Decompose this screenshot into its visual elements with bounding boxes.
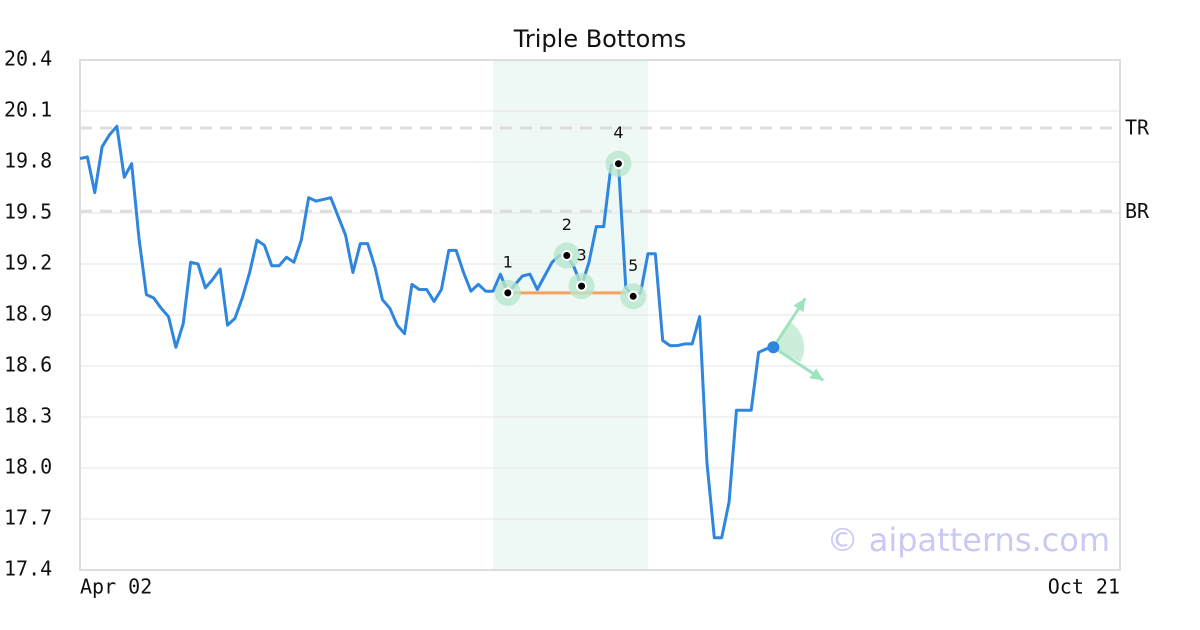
y-tick-label: 17.7	[4, 506, 52, 530]
point-label: 2	[562, 215, 572, 234]
y-tick-label: 18.6	[4, 353, 52, 377]
point-label: 5	[628, 256, 638, 275]
plot-frame	[79, 59, 1121, 571]
x-tick-label: Apr 02	[80, 575, 152, 599]
point-dot	[561, 250, 573, 261]
point-dot	[576, 280, 588, 292]
level-label: BR	[1125, 199, 1150, 223]
y-tick-label: 18.0	[4, 455, 52, 479]
arrow-head	[793, 298, 806, 313]
y-tick-label: 18.9	[4, 302, 52, 326]
y-tick-label: 20.4	[4, 47, 52, 71]
point-dot	[627, 290, 639, 302]
y-tick-label: 19.8	[4, 149, 52, 173]
y-tick-label: 19.5	[4, 200, 52, 224]
y-tick-label: 17.4	[4, 557, 52, 581]
point-dot	[502, 287, 514, 299]
x-tick-label: Oct 21	[1048, 575, 1120, 599]
price-line	[79, 124, 774, 540]
watermark: © aipatterns.com	[827, 521, 1110, 559]
y-tick-label: 18.3	[4, 404, 52, 428]
projection-fan	[773, 322, 805, 363]
arrow-head	[809, 368, 824, 381]
last-point	[767, 341, 780, 354]
point-label: 1	[503, 252, 513, 271]
level-label: TR	[1125, 116, 1150, 140]
y-tick-label: 20.1	[4, 98, 52, 122]
point-label: 4	[613, 123, 623, 142]
y-tick-label: 19.2	[4, 251, 52, 275]
chart-title: Triple Bottoms	[513, 25, 687, 53]
point-label: 3	[576, 246, 586, 265]
point-dot	[612, 158, 624, 170]
